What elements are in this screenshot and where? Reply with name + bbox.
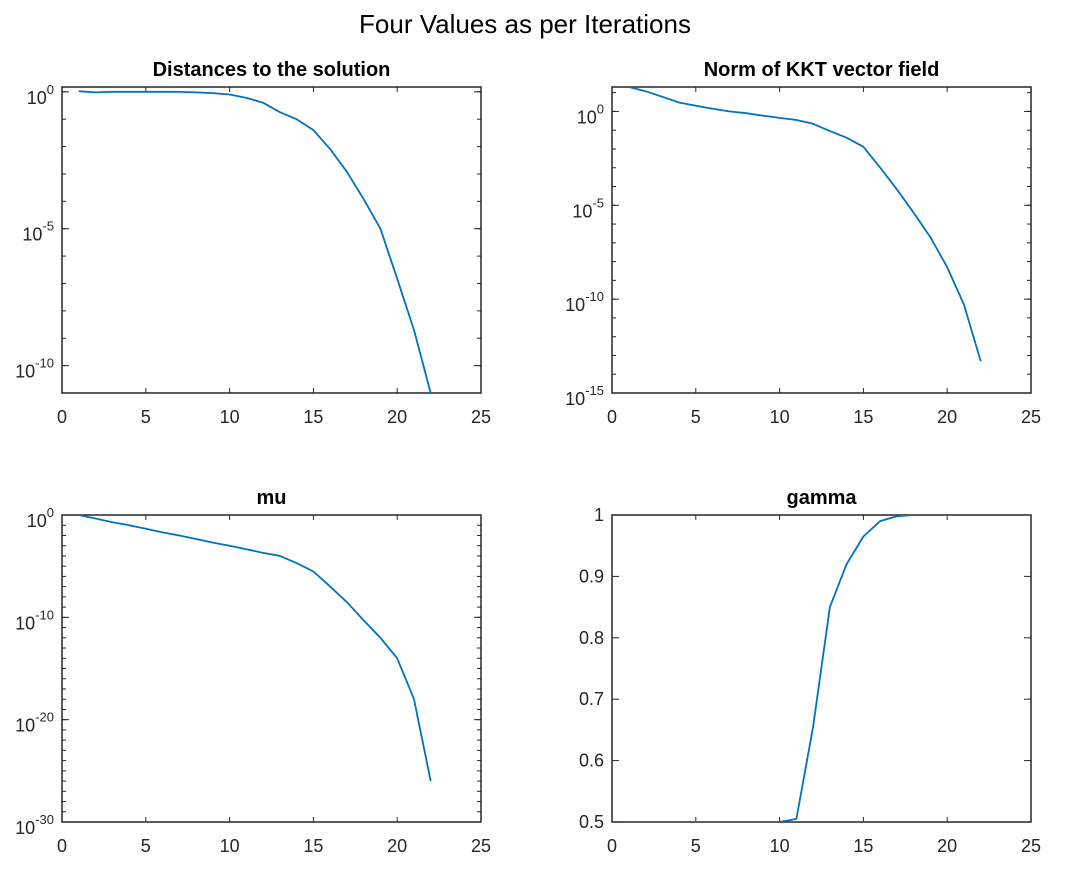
figure-title: Four Values as per Iterations xyxy=(359,9,691,39)
y-tick-exponent: -10 xyxy=(585,289,604,304)
x-tick-label: 0 xyxy=(57,836,67,856)
x-tick-label: 5 xyxy=(691,836,701,856)
x-tick-label: 25 xyxy=(471,407,491,427)
y-tick-exponent: -5 xyxy=(42,219,54,234)
y-tick-base: 10 xyxy=(15,818,35,838)
x-tick-label: 10 xyxy=(770,407,790,427)
x-tick-label: 5 xyxy=(691,407,701,427)
x-tick-label: 15 xyxy=(853,407,873,427)
y-tick-label: 0.5 xyxy=(579,812,604,832)
y-tick-label: 0.9 xyxy=(579,566,604,586)
y-tick-base: 10 xyxy=(565,295,585,315)
x-tick-label: 10 xyxy=(770,836,790,856)
y-tick-exponent: -30 xyxy=(35,812,54,827)
x-tick-label: 5 xyxy=(141,407,151,427)
x-tick-label: 0 xyxy=(607,836,617,856)
x-tick-label: 20 xyxy=(387,836,407,856)
axes-box-gamma xyxy=(611,514,1032,823)
subplot-title-mu: mu xyxy=(257,487,287,509)
x-tick-label: 15 xyxy=(303,407,323,427)
y-tick-label: 10-10 xyxy=(15,356,54,382)
x-tick-label: 20 xyxy=(937,407,957,427)
y-tick-label: 10-15 xyxy=(565,383,604,409)
x-tick-label: 15 xyxy=(853,836,873,856)
y-tick-exponent: -10 xyxy=(35,356,54,371)
y-tick-label: 100 xyxy=(27,505,54,531)
axes-box-kkt-norm xyxy=(611,86,1032,394)
subplot-title-kkt-norm: Norm of KKT vector field xyxy=(704,59,940,81)
y-tick-exponent: 0 xyxy=(597,101,604,116)
x-tick-label: 10 xyxy=(220,836,240,856)
x-tick-label: 20 xyxy=(387,407,407,427)
y-tick-base: 10 xyxy=(572,201,592,221)
y-tick-label: 100 xyxy=(577,101,604,127)
y-tick-base: 10 xyxy=(15,716,35,736)
axes-box-mu xyxy=(61,514,482,823)
y-tick-exponent: -20 xyxy=(35,710,54,725)
y-tick-label: 100 xyxy=(27,82,54,108)
y-tick-base: 10 xyxy=(15,613,35,633)
x-tick-label: 0 xyxy=(57,407,67,427)
series-line-distances xyxy=(78,90,432,393)
y-tick-label: 1 xyxy=(594,505,604,525)
y-tick-base: 10 xyxy=(27,88,47,108)
x-tick-label: 10 xyxy=(220,407,240,427)
series-line-mu xyxy=(78,515,432,782)
x-tick-label: 20 xyxy=(937,836,957,856)
x-tick-label: 25 xyxy=(1021,836,1041,856)
y-tick-label: 10-20 xyxy=(15,710,54,736)
y-tick-exponent: -10 xyxy=(35,607,54,622)
y-tick-base: 10 xyxy=(565,389,585,409)
y-tick-base: 10 xyxy=(577,107,597,127)
series-line-gamma xyxy=(628,515,981,822)
subplot-title-distances: Distances to the solution xyxy=(153,59,391,81)
y-tick-label: 10-5 xyxy=(22,219,54,245)
x-tick-label: 0 xyxy=(607,407,617,427)
y-tick-label: 10-30 xyxy=(15,812,54,838)
y-tick-label: 10-5 xyxy=(572,195,604,221)
y-tick-base: 10 xyxy=(22,225,42,245)
y-tick-exponent: -15 xyxy=(585,383,604,398)
y-tick-label: 10-10 xyxy=(15,607,54,633)
y-tick-base: 10 xyxy=(15,362,35,382)
y-tick-exponent: 0 xyxy=(47,82,54,97)
y-tick-label: 0.8 xyxy=(579,628,604,648)
y-tick-label: 0.7 xyxy=(579,689,604,709)
subplot-gamma: gamma 0 5 10 15 20 25 0.5 0.6 0.7 0.8 0.9 1 xyxy=(579,487,1041,856)
axes-box-distances xyxy=(61,86,482,394)
x-tick-label: 5 xyxy=(141,836,151,856)
y-tick-label: 0.6 xyxy=(579,751,604,771)
y-tick-base: 10 xyxy=(27,511,47,531)
y-tick-exponent: 0 xyxy=(47,505,54,520)
x-tick-label: 15 xyxy=(303,836,323,856)
x-tick-label: 25 xyxy=(471,836,491,856)
y-tick-label: 10-10 xyxy=(565,289,604,315)
subplot-title-gamma: gamma xyxy=(786,487,857,509)
y-tick-exponent: -5 xyxy=(592,195,604,210)
x-tick-label: 25 xyxy=(1021,407,1041,427)
series-line-kkt-norm xyxy=(628,87,982,362)
